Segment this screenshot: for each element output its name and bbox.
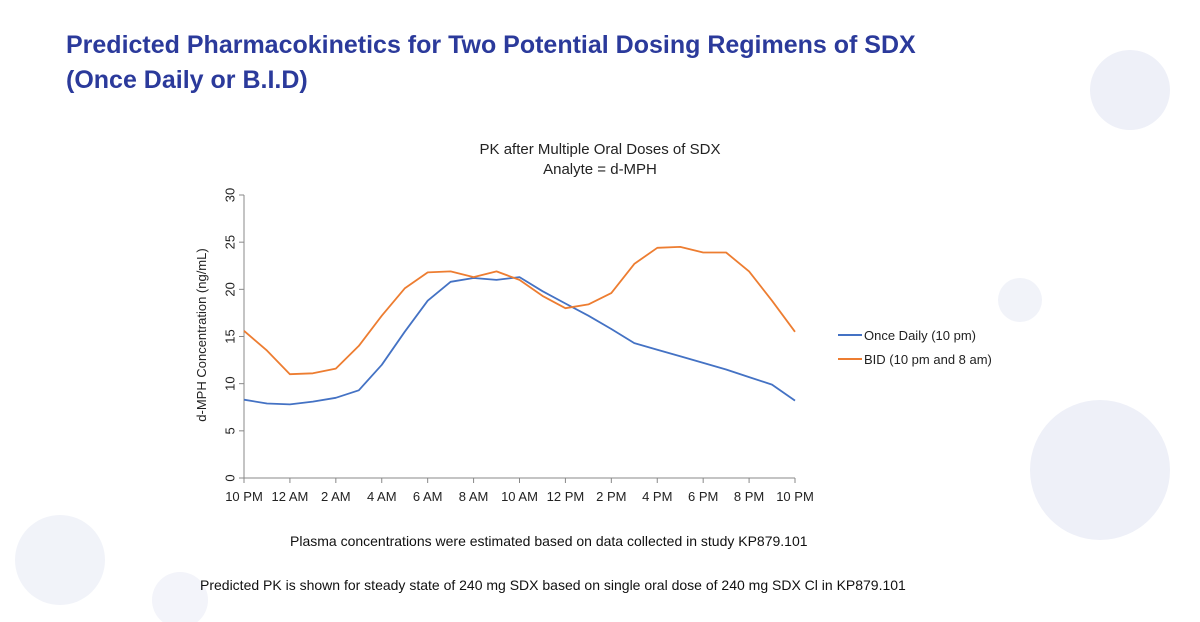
x-tick-label: 4 AM	[367, 489, 397, 504]
x-tick-label: 12 PM	[547, 489, 585, 504]
x-tick-label: 10 AM	[501, 489, 538, 504]
decor-circle	[1030, 400, 1170, 540]
y-tick-label: 30	[223, 188, 238, 202]
decor-circle	[152, 572, 208, 622]
x-tick-label: 12 AM	[271, 489, 308, 504]
legend-label-once-daily: Once Daily (10 pm)	[864, 328, 976, 343]
chart-title-line1: PK after Multiple Oral Doses of SDX	[480, 141, 721, 158]
x-tick-label: 2 AM	[321, 489, 351, 504]
y-axis-label: d-MPH Concentration (ng/mL)	[194, 248, 209, 421]
y-tick-label: 0	[223, 474, 238, 481]
y-tick-label: 15	[223, 329, 238, 343]
y-tick-label: 5	[223, 427, 238, 434]
x-tick-label: 8 PM	[734, 489, 764, 504]
decor-circle	[998, 278, 1042, 322]
x-tick-label: 10 PM	[225, 489, 263, 504]
decor-circle	[1090, 50, 1170, 130]
x-tick-label: 4 PM	[642, 489, 672, 504]
decor-circle	[15, 515, 105, 605]
series-line-bid	[243, 246, 796, 376]
x-tick-label: 8 AM	[459, 489, 489, 504]
y-tick-label: 20	[223, 282, 238, 296]
slide-title: Predicted Pharmacokinetics for Two Poten…	[66, 28, 1066, 98]
x-tick-label: 2 PM	[596, 489, 626, 504]
slide-title-line2: (Once Daily or B.I.D)	[66, 66, 308, 94]
slide-title-line1: Predicted Pharmacokinetics for Two Poten…	[66, 31, 916, 59]
x-tick-label: 10 PM	[776, 489, 814, 504]
y-tick-label: 10	[223, 376, 238, 390]
chart-series	[243, 246, 796, 406]
footnote-predicted-pk: Predicted PK is shown for steady state o…	[200, 577, 906, 593]
series-line-once-daily	[243, 276, 796, 406]
chart-legend: Once Daily (10 pm) BID (10 pm and 8 am)	[838, 328, 992, 367]
x-tick-label: 6 PM	[688, 489, 718, 504]
chart-axes: 0 5 10 15 20 25 30 10 PM 12 AM 2 AM 4 AM 6 AM 8 AM 10…	[223, 188, 814, 504]
x-tick-label: 6 AM	[413, 489, 443, 504]
y-tick-label: 25	[223, 235, 238, 249]
chart-title-line2: Analyte = d-MPH	[543, 161, 657, 178]
legend-label-bid: BID (10 pm and 8 am)	[864, 352, 992, 367]
footnote-plasma: Plasma concentrations were estimated bas…	[290, 533, 808, 549]
